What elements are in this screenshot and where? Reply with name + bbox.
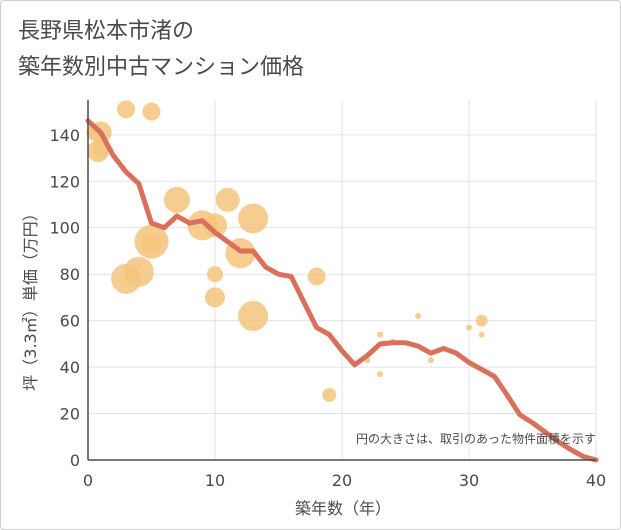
bubble <box>238 203 269 234</box>
y-tick-label: 20 <box>60 405 80 424</box>
bubble <box>123 256 154 287</box>
x-tick-label: 10 <box>205 471 225 490</box>
bubble <box>466 324 472 331</box>
bubble <box>203 213 227 238</box>
axes <box>87 100 596 461</box>
bubble <box>377 331 384 338</box>
bubble <box>478 331 485 338</box>
bubble <box>427 357 434 364</box>
grid <box>88 100 597 460</box>
y-tick-label: 100 <box>49 219 80 238</box>
bubble-series <box>86 100 488 402</box>
chart-title-line-2: 築年数別中古マンション価格 <box>18 55 305 80</box>
bubble <box>117 100 136 119</box>
x-tick-label: 20 <box>332 471 352 490</box>
bubble <box>207 266 223 283</box>
y-tick-label: 80 <box>60 265 80 284</box>
x-tick-label: 30 <box>459 471 479 490</box>
x-tick-label: 0 <box>83 471 93 490</box>
bubble <box>141 234 162 254</box>
chart-title-line-1: 長野県松本市渚の <box>18 19 195 44</box>
y-tick-label: 140 <box>49 126 80 145</box>
bubble <box>377 371 384 378</box>
bubble <box>475 314 488 327</box>
x-tick-label: 40 <box>586 471 606 490</box>
chart-title: 長野県松本市渚の 築年数別中古マンション価格 <box>18 14 304 86</box>
x-axis-label: 築年数（年） <box>295 499 391 518</box>
bubble <box>205 287 225 308</box>
bubble <box>142 102 161 121</box>
bubble <box>307 267 326 286</box>
y-tick-label: 40 <box>60 358 80 377</box>
y-tick-label: 0 <box>70 451 80 470</box>
size-note: 円の大きさは、取引のあった物件面積を示す <box>356 431 596 446</box>
y-tick-label: 120 <box>49 172 80 191</box>
bubble <box>322 387 337 402</box>
bubble <box>238 301 269 331</box>
bubble <box>163 186 190 213</box>
tick-labels: 0 10 20 30 40 0 20 40 60 80 100 120 140 <box>49 126 606 490</box>
bubble <box>415 313 422 319</box>
bubble <box>215 187 240 212</box>
trend-line <box>85 118 599 463</box>
y-tick-label: 60 <box>60 312 80 331</box>
y-axis-label: 坪（3.3㎡）単価（万円） <box>21 205 40 390</box>
